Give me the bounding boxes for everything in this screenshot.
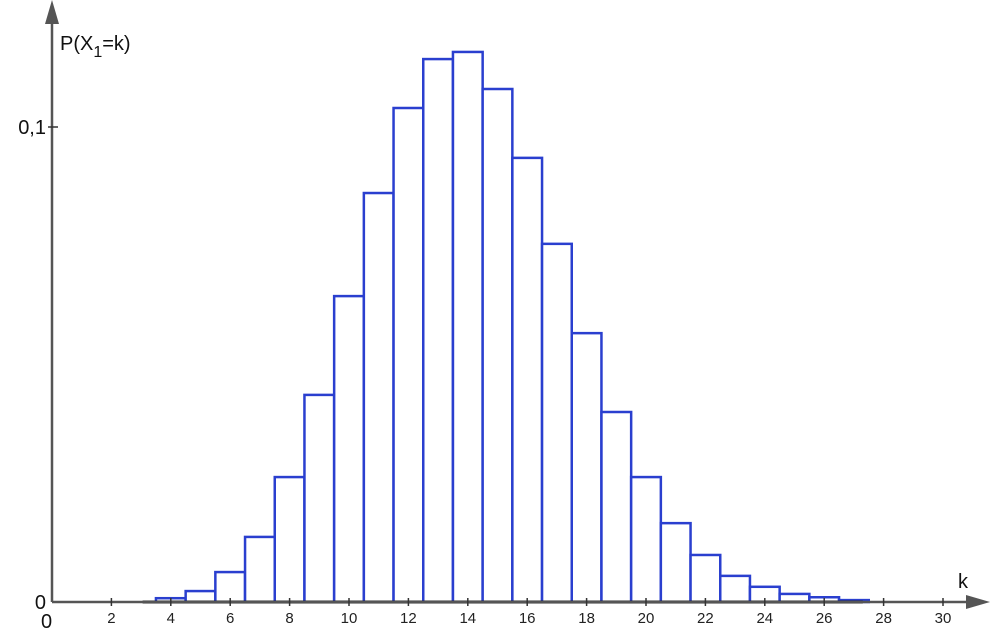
bar-k-13 (422, 57, 455, 604)
y-ticks: 00,1 (18, 117, 58, 614)
bar-k-5 (184, 589, 217, 604)
bar-k-16 (511, 156, 544, 604)
bar-k-22 (689, 553, 722, 604)
bar-k-23 (719, 574, 752, 604)
bar-k-6 (214, 570, 247, 604)
bar-k-21 (659, 521, 692, 604)
x-origin-label: 0 (41, 611, 52, 633)
x-axis-label: k (958, 571, 969, 593)
bar-k-15 (481, 87, 514, 604)
x-ticks: 2 4 6 8 10 12 14 16 18 20 22 24 26 28 30 (107, 598, 951, 627)
bar-k-12 (392, 106, 425, 604)
y-label-sub: 1 (93, 44, 102, 61)
bar-k-17 (540, 242, 573, 604)
y-axis-label: P(X1=k) (60, 33, 131, 61)
x-tick-label: 22 (697, 610, 714, 627)
bar-k-11 (362, 191, 395, 604)
y-label-main: P(X (60, 33, 93, 55)
bar-k-10 (332, 294, 366, 604)
x-tick-label: 12 (400, 610, 417, 627)
x-tick-label: 30 (935, 610, 952, 627)
x-axis-arrow-icon (966, 595, 990, 609)
x-tick-label: 6 (226, 610, 234, 627)
x-tick-label: 4 (167, 610, 175, 627)
bar-k-19 (600, 410, 633, 604)
y-label-end: =k) (102, 33, 130, 55)
bars-group (154, 50, 870, 604)
x-tick-label: 8 (285, 610, 293, 627)
bar-k-20 (629, 475, 663, 604)
bar-k-8 (273, 475, 306, 604)
y-tick-label: 0 (35, 592, 46, 614)
y-tick-label: 0,1 (18, 117, 46, 139)
bar-k-14 (451, 50, 484, 604)
x-tick-label: 14 (459, 610, 476, 627)
x-tick-label: 2 (107, 610, 115, 627)
bar-k-18 (570, 331, 603, 604)
x-tick-label: 18 (578, 610, 595, 627)
bar-k-9 (303, 393, 336, 604)
bar-k-7 (243, 535, 277, 604)
x-tick-label: 24 (756, 610, 773, 627)
x-tick-label: 28 (875, 610, 892, 627)
x-tick-label: 26 (816, 610, 833, 627)
x-tick-label: 20 (638, 610, 655, 627)
x-tick-label: 10 (341, 610, 358, 627)
x-tick-label: 16 (519, 610, 536, 627)
y-axis-arrow-icon (45, 0, 59, 24)
